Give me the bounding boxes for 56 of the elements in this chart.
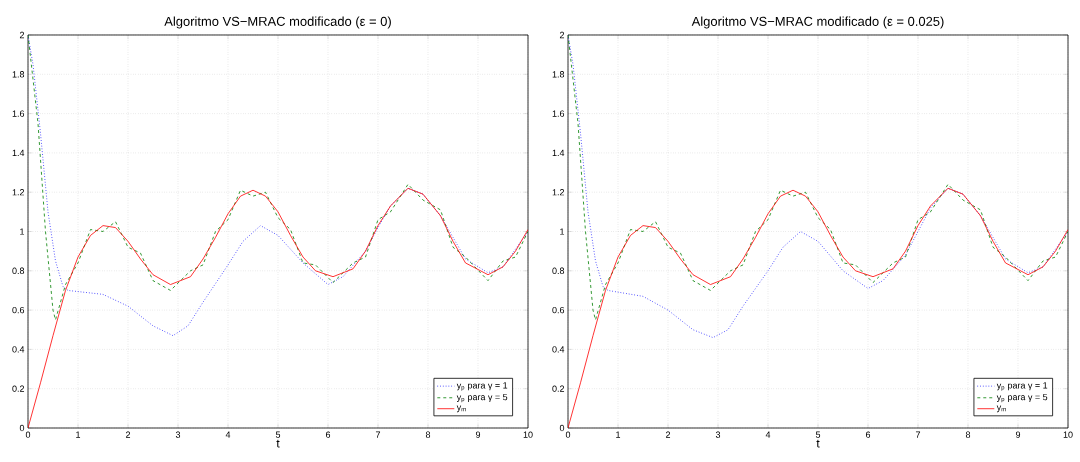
x-tick-label: 0 <box>565 431 571 438</box>
y-tick-label: 1 <box>20 228 25 235</box>
y-tick-label: 1.2 <box>12 189 25 196</box>
legend-label: y$_{p}$ para γ = 1 <box>996 382 1048 391</box>
legend-label: y$_{m}$ <box>456 405 466 413</box>
x-axis-title: t <box>276 439 280 448</box>
legend-label: y$_{p}$ para γ = 1 <box>456 382 508 391</box>
x-tick-label: 9 <box>475 431 481 438</box>
x-tick-label: 2 <box>665 431 671 438</box>
line-series <box>28 187 528 428</box>
x-tick-label: 6 <box>325 431 331 438</box>
x-tick-label: 1 <box>76 431 81 438</box>
chart-title: Algoritmo VS−MRAC modificado (ε = 0.025) <box>691 16 944 29</box>
y-tick-label: 0.6 <box>12 306 25 314</box>
x-tick-label: 5 <box>815 431 821 438</box>
x-tick-label: 9 <box>1015 431 1021 438</box>
y-tick-label: 0.8 <box>12 267 25 274</box>
x-tick-label: 2 <box>125 431 131 438</box>
legend-label: y$_{p}$ para γ = 5 <box>456 393 508 403</box>
y-tick-label: 0.6 <box>552 306 565 314</box>
legend-label: y$_{p}$ para γ = 5 <box>996 393 1048 403</box>
y-tick-label: 1.6 <box>12 110 25 117</box>
y-tick-label: 0.8 <box>552 267 565 274</box>
x-tick-label: 5 <box>275 431 281 438</box>
legend-label: y$_{m}$ <box>996 405 1006 413</box>
x-tick-label: 3 <box>175 431 181 438</box>
line-series <box>568 187 1069 428</box>
y-tick-label: 0 <box>19 424 25 432</box>
x-tick-label: 7 <box>915 431 921 438</box>
x-tick-label: 3 <box>715 431 721 438</box>
y-tick-label: 0.4 <box>12 346 25 353</box>
x-tick-label: 0 <box>25 431 31 438</box>
y-tick-label: 1.4 <box>552 149 565 156</box>
y-tick-label: 0.4 <box>552 346 565 353</box>
y-tick-label: 1.4 <box>12 149 25 156</box>
x-tick-label: 6 <box>865 431 871 438</box>
x-tick-label: 10 <box>1063 431 1073 438</box>
y-tick-label: 2 <box>559 31 565 39</box>
y-tick-label: 1.8 <box>12 71 25 78</box>
y-tick-label: 2 <box>19 31 25 39</box>
y-tick-label: 0 <box>559 424 565 432</box>
x-tick-label: 4 <box>225 431 231 438</box>
y-tick-label: 1.2 <box>552 189 565 196</box>
y-tick-label: 1 <box>560 228 565 235</box>
x-tick-label: 8 <box>425 431 431 438</box>
y-tick-label: 0.2 <box>552 385 565 392</box>
x-tick-label: 7 <box>375 431 381 438</box>
x-tick-label: 4 <box>765 431 771 438</box>
y-tick-label: 1.8 <box>552 71 565 78</box>
y-tick-label: 0.2 <box>12 385 25 392</box>
x-tick-label: 10 <box>523 431 533 438</box>
y-tick-label: 1.6 <box>552 110 565 117</box>
chart-title: Algoritmo VS−MRAC modificado (ε = 0) <box>164 16 391 29</box>
x-tick-label: 1 <box>616 431 621 438</box>
x-axis-title: t <box>816 439 820 448</box>
x-tick-label: 8 <box>965 431 971 438</box>
